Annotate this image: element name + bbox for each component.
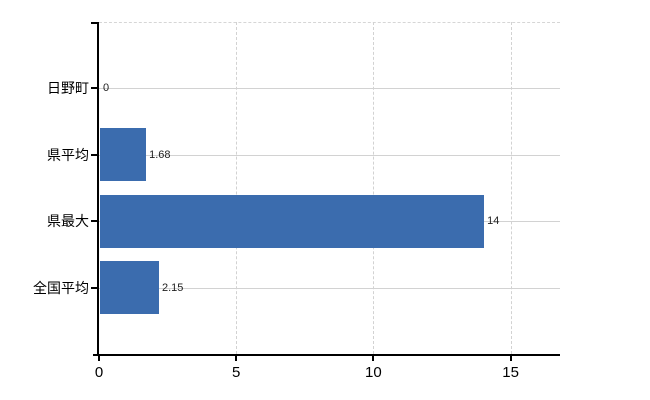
x-gridline xyxy=(510,22,512,354)
bar xyxy=(100,128,147,182)
bar-value-label: 2.15 xyxy=(161,281,184,294)
x-axis-tick xyxy=(372,356,375,361)
x-tick-label: 0 xyxy=(94,364,104,381)
y-axis-tick xyxy=(91,87,97,90)
category-label: 県最大 xyxy=(47,213,89,230)
y-gridline xyxy=(99,154,560,156)
category-label: 日野町 xyxy=(47,80,89,97)
x-tick-label: 15 xyxy=(502,364,519,381)
x-axis-line xyxy=(93,354,560,356)
bar xyxy=(100,194,485,248)
x-axis-tick xyxy=(235,356,238,361)
x-tick-label: 10 xyxy=(365,364,382,381)
x-gridline xyxy=(373,22,375,354)
bar-value-label: 0 xyxy=(103,82,110,95)
x-axis-tick xyxy=(98,356,100,361)
plot-top-gridline xyxy=(99,22,560,23)
bar-value-label: 14 xyxy=(487,215,500,228)
y-axis-tick xyxy=(91,286,97,289)
y-axis-tick xyxy=(91,220,97,223)
category-label: 県平均 xyxy=(47,146,89,163)
y-axis-tick xyxy=(91,22,97,24)
y-gridline xyxy=(99,88,560,90)
x-gridline xyxy=(236,22,238,354)
y-axis-line xyxy=(97,22,99,356)
x-axis-tick xyxy=(509,356,512,361)
bar xyxy=(100,261,159,315)
x-tick-label: 5 xyxy=(232,364,241,381)
y-axis-tick xyxy=(91,153,97,156)
bar-value-label: 1.68 xyxy=(149,148,171,161)
category-label: 全国平均 xyxy=(33,279,89,296)
y-gridline xyxy=(99,287,560,289)
